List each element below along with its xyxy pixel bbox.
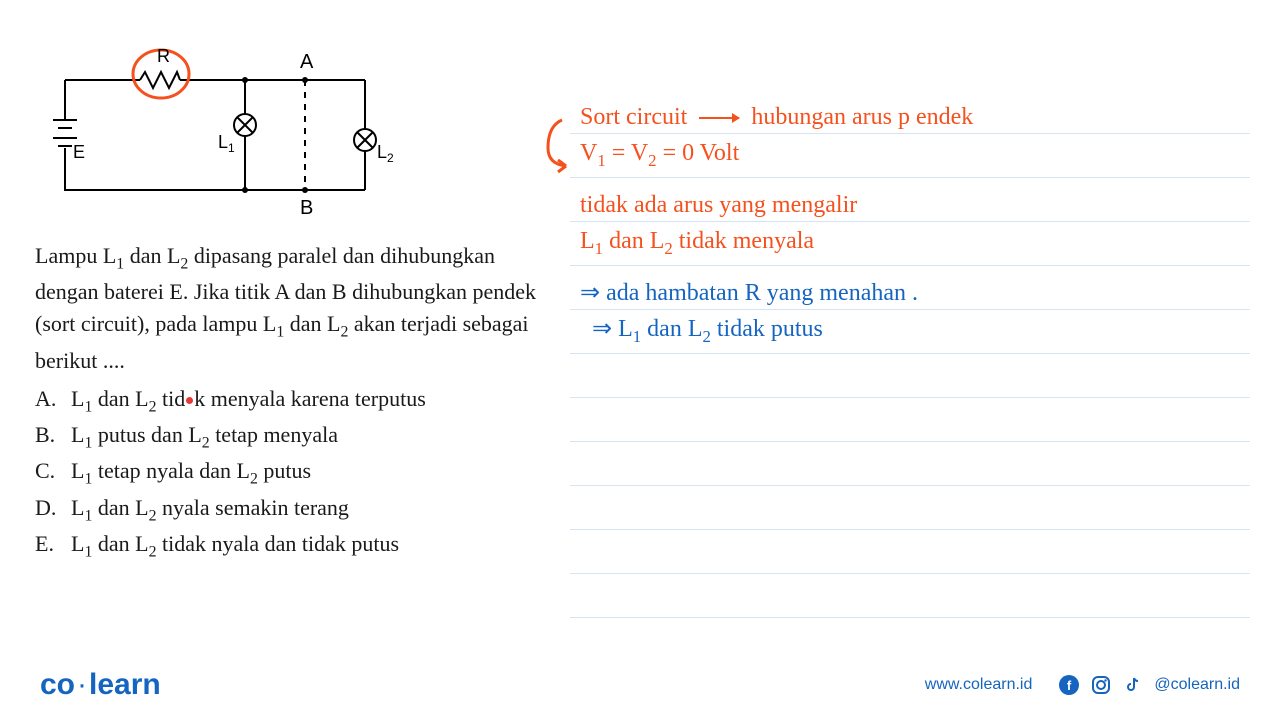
logo: co·learn xyxy=(40,668,161,702)
handwriting-block: Sort circuit hubungan arus p endekV1 = V… xyxy=(580,98,1250,362)
option-line: D.L1 dan L2 nyala semakin terang xyxy=(35,492,560,528)
option-line: A.L1 dan L2 tidk menyala karena terputus xyxy=(35,383,560,419)
label-L1: L1 xyxy=(218,132,235,155)
label-E: E xyxy=(73,142,85,162)
footer-handle: @colearn.id xyxy=(1154,676,1240,694)
svg-text:f: f xyxy=(1067,678,1072,693)
option-line: B.L1 putus dan L2 tetap menyala xyxy=(35,419,560,455)
left-panel: R A B E L1 L2 Lampu L1 dan L2 dipasang p… xyxy=(0,0,570,640)
footer-url: www.colearn.id xyxy=(925,676,1033,694)
handwriting-line: V1 = V2 = 0 Volt xyxy=(580,142,1250,186)
footer: co·learn www.colearn.id f @colearn.id xyxy=(0,660,1280,720)
label-A: A xyxy=(300,51,314,73)
label-R: R xyxy=(157,46,170,66)
handwriting-line: L1 dan L2 tidak menyala xyxy=(580,230,1250,274)
option-line: E.L1 dan L2 tidak nyala dan tidak putus xyxy=(35,528,560,564)
option-line: C.L1 tetap nyala dan L2 putus xyxy=(35,455,560,491)
instagram-icon xyxy=(1090,674,1112,696)
tiktok-icon xyxy=(1122,674,1144,696)
question-body: Lampu L1 dan L2 dipasang paralel dan dih… xyxy=(35,240,560,377)
handwriting-line: ⇒ L1 dan L2 tidak putus xyxy=(580,318,1250,362)
curved-arrow-icon xyxy=(542,114,578,178)
facebook-icon: f xyxy=(1058,674,1080,696)
options-list: A.L1 dan L2 tidk menyala karena terputus… xyxy=(35,383,560,565)
label-B: B xyxy=(300,197,313,219)
label-L2: L2 xyxy=(377,142,394,165)
right-panel: Sort circuit hubungan arus p endekV1 = V… xyxy=(570,0,1280,640)
circuit-diagram: R A B E L1 L2 xyxy=(35,30,395,230)
social-icons: f @colearn.id xyxy=(1058,674,1240,696)
